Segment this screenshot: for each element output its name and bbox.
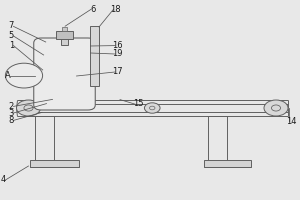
Bar [30, 160, 79, 167]
Bar [90, 26, 99, 86]
Text: 2: 2 [9, 102, 14, 111]
Circle shape [144, 103, 160, 113]
Text: 3: 3 [9, 108, 14, 117]
Circle shape [264, 100, 288, 116]
Bar [62, 27, 67, 31]
Text: 15: 15 [133, 99, 143, 108]
Circle shape [5, 63, 43, 88]
Text: 5: 5 [9, 31, 14, 40]
Text: 17: 17 [112, 68, 122, 76]
Bar [61, 37, 68, 45]
Text: 19: 19 [112, 49, 122, 58]
Text: 4: 4 [1, 176, 6, 184]
Text: 8: 8 [9, 116, 14, 125]
Bar [56, 31, 73, 39]
Circle shape [16, 100, 40, 116]
Text: A: A [4, 71, 10, 80]
Bar [204, 160, 251, 167]
Text: 14: 14 [286, 116, 296, 126]
Text: 6: 6 [90, 4, 96, 14]
Text: 1: 1 [9, 41, 14, 50]
Text: 16: 16 [112, 41, 122, 50]
Text: 7: 7 [9, 21, 14, 30]
Text: 18: 18 [110, 4, 121, 14]
FancyBboxPatch shape [34, 38, 95, 110]
